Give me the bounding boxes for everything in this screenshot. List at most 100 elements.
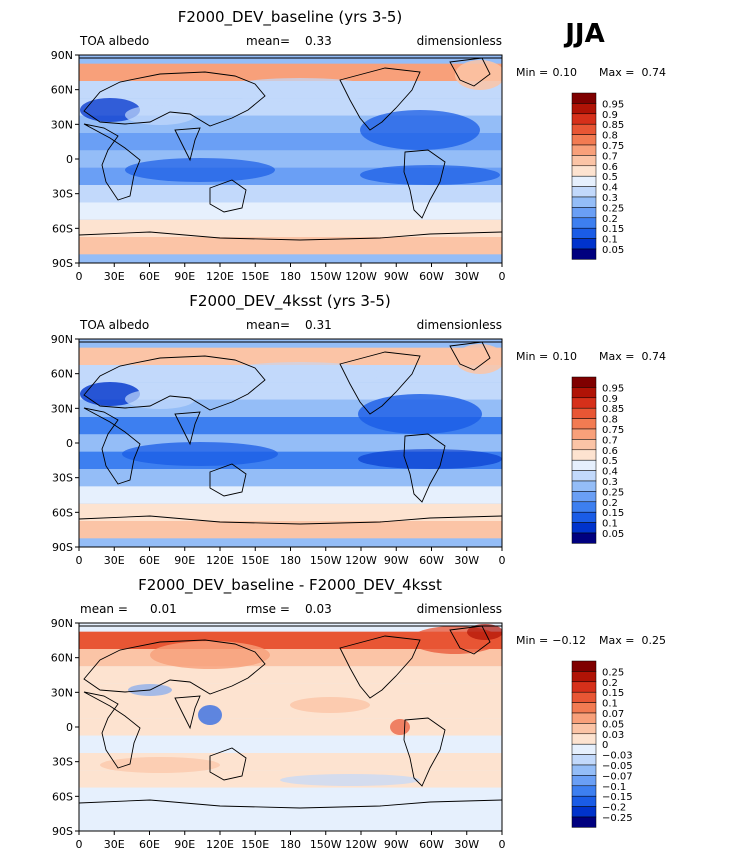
colorbar-box xyxy=(571,217,597,229)
max-label: Max = xyxy=(599,634,634,647)
field-patches xyxy=(80,344,502,469)
field-name: TOA albedo xyxy=(79,34,149,48)
colorbar-box xyxy=(571,207,597,219)
lon-tick-label: 90W xyxy=(384,838,409,851)
field-patches xyxy=(100,624,502,786)
min-label: Min = xyxy=(516,634,548,647)
colorbar-box xyxy=(571,764,597,776)
zonal-band xyxy=(79,805,502,823)
zonal-band xyxy=(79,503,502,521)
colorbar-label: 0.25 xyxy=(602,667,624,678)
lat-tick-label: 0 xyxy=(66,153,73,166)
lon-tick-label: 60E xyxy=(139,838,160,851)
lon-tick-label: 30E xyxy=(104,838,125,851)
min-label: Min = xyxy=(516,66,548,79)
colorbar-label: 0.2 xyxy=(602,678,618,689)
units-label: dimensionless xyxy=(417,318,502,332)
lon-tick-label: 30W xyxy=(454,838,479,851)
lon-tick-label: 60W xyxy=(419,554,444,567)
coastlines xyxy=(79,341,502,525)
zonal-band xyxy=(79,202,502,220)
colorbar-box xyxy=(571,522,597,534)
lat-tick-label: 60S xyxy=(52,506,73,519)
panel-4ksst: F2000_DEV_4ksst (yrs 3-5) TOA albedo mea… xyxy=(51,292,666,567)
colorbar-label: 0.4 xyxy=(602,183,618,194)
lon-tick-label: 30E xyxy=(104,554,125,567)
panel-title: F2000_DEV_baseline - F2000_DEV_4ksst xyxy=(138,576,442,595)
max-label: Max = xyxy=(599,350,634,363)
colorbar-label: 0.6 xyxy=(602,162,618,173)
lat-tick-label: 0 xyxy=(66,721,73,734)
zonal-band xyxy=(79,486,502,504)
zonal-band xyxy=(79,701,502,719)
colorbar: 0.950.90.850.80.750.70.60.50.40.30.250.2… xyxy=(571,92,624,260)
colorbar-box xyxy=(571,92,597,104)
latitude-axis: 90N 60N 30N 0 30S 60S 90S xyxy=(51,617,79,838)
lat-tick-label: 90S xyxy=(52,541,73,554)
lon-tick-label: 90E xyxy=(174,270,195,283)
lon-tick-label: 0 xyxy=(499,838,506,851)
colorbar-label: −0.1 xyxy=(602,782,626,793)
lon-tick-label: 150W xyxy=(310,270,342,283)
colorbar-label: 0.25 xyxy=(602,487,624,498)
panel-difference: F2000_DEV_baseline - F2000_DEV_4ksst mea… xyxy=(51,576,666,851)
colorbar-box xyxy=(571,387,597,399)
colorbar-box xyxy=(571,155,597,167)
colorbar-label: 0.8 xyxy=(602,131,618,142)
colorbar-label: 0.7 xyxy=(602,151,618,162)
units-label: dimensionless xyxy=(417,34,502,48)
panel-title: F2000_DEV_4ksst (yrs 3-5) xyxy=(189,292,390,311)
colorbar-box xyxy=(571,723,597,735)
colorbar-label: 0.9 xyxy=(602,110,618,121)
colorbar-label: 0.5 xyxy=(602,456,618,467)
season-label: JJA xyxy=(563,19,604,49)
lon-tick-label: 30W xyxy=(454,270,479,283)
lon-tick-label: 90W xyxy=(384,554,409,567)
lon-tick-label: 150E xyxy=(241,838,269,851)
colorbar-label: 0.05 xyxy=(602,529,624,540)
mean-label: mean= xyxy=(246,34,290,48)
lat-tick-label: 30S xyxy=(52,472,73,485)
colorbar-label: −0.2 xyxy=(602,803,626,814)
colorbar-box xyxy=(571,775,597,787)
lon-tick-label: 90W xyxy=(384,270,409,283)
lat-tick-label: 90N xyxy=(51,617,73,630)
lon-tick-label: 150E xyxy=(241,270,269,283)
lon-tick-label: 30E xyxy=(104,270,125,283)
colorbar-label: 0.15 xyxy=(602,508,624,519)
colorbar-label: 0.07 xyxy=(602,709,624,720)
colorbar-box xyxy=(571,103,597,115)
lon-tick-label: 120W xyxy=(345,554,377,567)
colorbar-label: 0.85 xyxy=(602,404,624,415)
lat-tick-label: 60S xyxy=(52,790,73,803)
colorbar-label: 0.15 xyxy=(602,224,624,235)
colorbar-label: 0.95 xyxy=(602,99,624,110)
lon-tick-label: 60E xyxy=(139,270,160,283)
coastlines xyxy=(79,57,502,241)
colorbar-box xyxy=(571,785,597,797)
colorbar-label: 0.3 xyxy=(602,477,618,488)
colorbar-box xyxy=(571,123,597,135)
zonal-band xyxy=(79,219,502,237)
lat-tick-label: 30N xyxy=(51,118,73,131)
lon-tick-label: 120E xyxy=(206,270,234,283)
colorbar-label: 0.95 xyxy=(602,383,624,394)
lat-tick-label: 90N xyxy=(51,333,73,346)
max-value: 0.74 xyxy=(642,66,667,79)
colorbar-box xyxy=(571,754,597,766)
lon-tick-label: 0 xyxy=(76,838,83,851)
colorbar-box xyxy=(571,134,597,146)
colorbar-label: 0.75 xyxy=(602,141,624,152)
lon-tick-label: 180 xyxy=(280,838,301,851)
lon-tick-label: 60E xyxy=(139,554,160,567)
colorbar-box xyxy=(571,691,597,703)
colorbar-label: −0.25 xyxy=(602,813,633,824)
colorbar-label: 0.05 xyxy=(602,719,624,730)
zonal-band xyxy=(79,237,502,255)
colorbar-box xyxy=(571,459,597,471)
colorbar-box xyxy=(571,428,597,440)
lat-tick-label: 60S xyxy=(52,222,73,235)
lon-tick-label: 150E xyxy=(241,554,269,567)
colorbar-label: 0.03 xyxy=(602,730,624,741)
rmse-value: 0.03 xyxy=(305,602,332,616)
